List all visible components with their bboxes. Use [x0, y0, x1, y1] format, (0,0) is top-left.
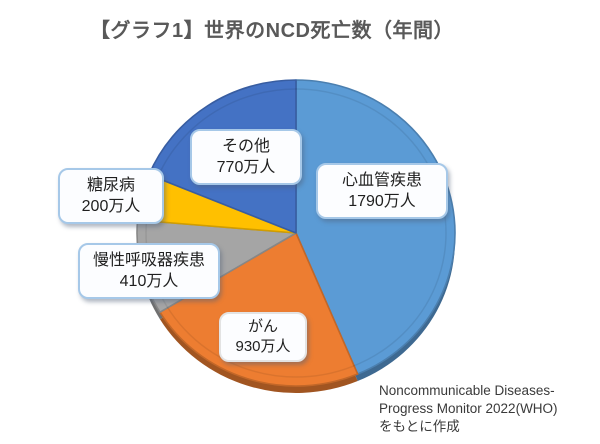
slice-value: 770万人 [216, 159, 276, 177]
slice-label-diabetes: 糖尿病 200万人 [58, 168, 164, 225]
slice-name: その他 [221, 138, 270, 155]
slice-name: 慢性呼吸器疾患 [92, 252, 205, 269]
slice-name: 糖尿病 [86, 177, 135, 194]
slice-label-cardiovascular: 心血管疾患 1790万人 [316, 163, 448, 220]
pie-bevel-arc [145, 88, 447, 378]
slice-name: がん [247, 318, 278, 335]
source-note-line: Progress Monitor 2022(WHO) [379, 401, 558, 417]
slice-label-cancer: がん 930万人 [219, 312, 307, 362]
pie-slice-cardiovascular [295, 79, 456, 375]
source-note: Noncommunicable Diseases- Progress Monit… [379, 382, 558, 437]
slice-label-respiratory: 慢性呼吸器疾患 410万人 [78, 243, 220, 300]
slice-value: 200万人 [81, 198, 141, 216]
pie-slice-cancer [159, 232, 359, 387]
slice-value: 930万人 [235, 337, 291, 355]
source-note-line: Noncommunicable Diseases- [379, 383, 555, 398]
slice-name: 心血管疾患 [341, 172, 422, 189]
slice-value: 410万人 [119, 273, 179, 291]
slice-label-other: その他 770万人 [190, 129, 302, 186]
chart-title: 【グラフ1】世界のNCD死亡数（年間） [90, 20, 454, 42]
source-note-line: をもとに作成 [379, 419, 460, 435]
slice-value: 1790万人 [348, 193, 416, 211]
